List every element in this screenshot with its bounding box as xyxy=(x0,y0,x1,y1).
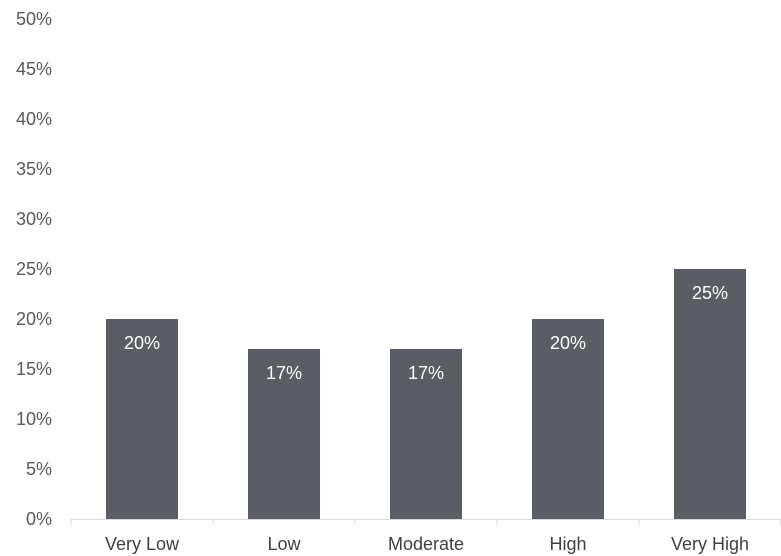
data-label: 25% xyxy=(692,283,728,303)
y-tick-label: 40% xyxy=(16,109,52,129)
data-labels: 20% 17% 17% 20% 25% xyxy=(124,283,728,383)
y-tick-label: 45% xyxy=(16,59,52,79)
bar xyxy=(674,269,746,519)
bar xyxy=(106,319,178,519)
x-tick-label: High xyxy=(549,534,586,554)
y-tick-label: 25% xyxy=(16,259,52,279)
x-tick-label: Very High xyxy=(671,534,749,554)
x-tick-label: Low xyxy=(267,534,301,554)
y-tick-label: 20% xyxy=(16,309,52,329)
bar xyxy=(390,349,462,519)
y-tick-label: 15% xyxy=(16,359,52,379)
y-tick-label: 0% xyxy=(26,509,52,529)
data-label: 20% xyxy=(124,333,160,353)
y-axis: 0% 5% 10% 15% 20% 25% 30% 35% 40% 45% 50% xyxy=(16,9,52,529)
y-tick-label: 50% xyxy=(16,9,52,29)
bar xyxy=(532,319,604,519)
data-label: 17% xyxy=(408,363,444,383)
y-tick-label: 30% xyxy=(16,209,52,229)
data-label: 17% xyxy=(266,363,302,383)
x-tick-label: Very Low xyxy=(105,534,180,554)
y-tick-label: 10% xyxy=(16,409,52,429)
x-tick-label: Moderate xyxy=(388,534,464,554)
bar xyxy=(248,349,320,519)
x-axis xyxy=(70,519,781,525)
y-tick-label: 35% xyxy=(16,159,52,179)
y-tick-label: 5% xyxy=(26,459,52,479)
data-label: 20% xyxy=(550,333,586,353)
category-labels: Very Low Low Moderate High Very High xyxy=(105,534,749,554)
bar-series xyxy=(106,269,746,519)
